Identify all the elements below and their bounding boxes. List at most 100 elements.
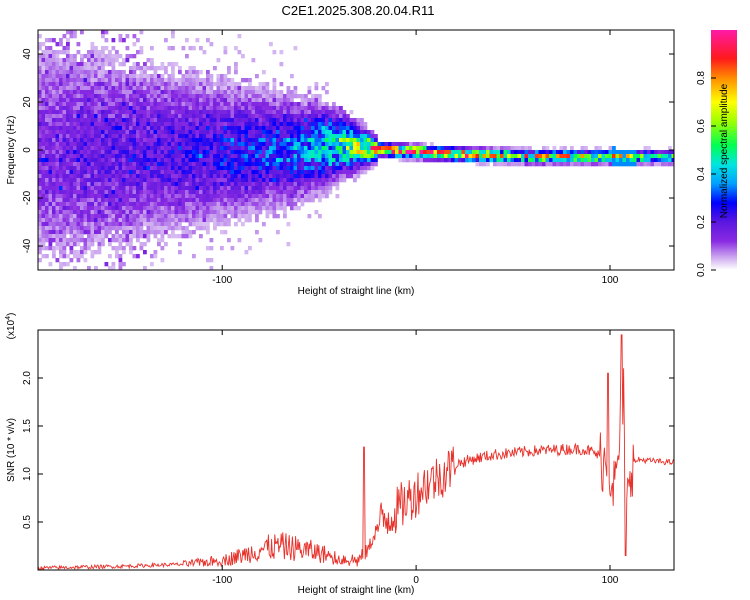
spectrogram-cell bbox=[153, 114, 158, 119]
spectrogram-cell bbox=[62, 74, 67, 79]
spectrogram-cell bbox=[223, 142, 228, 147]
spectrogram-cell bbox=[80, 58, 84, 63]
spectrogram-cell bbox=[153, 154, 158, 159]
spectrogram-cell bbox=[136, 106, 140, 111]
spectrogram-cell bbox=[111, 130, 116, 135]
spectrogram-cell bbox=[188, 90, 193, 95]
spectrogram-cell bbox=[528, 146, 532, 151]
spectrogram-cell bbox=[94, 54, 98, 59]
spectrogram-cell bbox=[174, 106, 179, 111]
spectrogram-cell bbox=[307, 194, 312, 199]
spectrogram-cell bbox=[118, 178, 123, 183]
spectrogram-cell bbox=[290, 158, 294, 163]
spectrogram-cell bbox=[185, 194, 189, 199]
spectrogram-cell bbox=[290, 94, 294, 99]
spectrogram-cell bbox=[73, 242, 77, 247]
spectrogram-cell bbox=[143, 74, 147, 79]
spectrogram-cell bbox=[325, 118, 329, 123]
spectrogram-cell bbox=[244, 90, 249, 95]
spectrogram-cell bbox=[125, 158, 130, 163]
spectrogram-cell bbox=[209, 130, 214, 135]
spectrogram-cell bbox=[80, 218, 84, 223]
spectrogram-cell bbox=[188, 78, 193, 83]
spectrogram-cell bbox=[258, 130, 263, 135]
spectrogram-cell bbox=[615, 162, 620, 167]
spectrogram-cell bbox=[524, 154, 529, 159]
spectrogram-cell bbox=[360, 154, 364, 159]
spectrogram-cell bbox=[244, 202, 249, 207]
spectrogram-cell bbox=[160, 198, 165, 203]
spectrogram-cell bbox=[52, 62, 56, 67]
spectrogram-cell bbox=[248, 114, 252, 119]
spectrogram-cell bbox=[69, 146, 74, 151]
spectrogram-cell bbox=[52, 130, 56, 135]
spectrogram-cell bbox=[479, 162, 483, 167]
spectrogram-cell bbox=[38, 194, 42, 199]
spectrogram-cell bbox=[157, 110, 161, 115]
spectrogram-cell bbox=[111, 154, 116, 159]
spectrogram-cell bbox=[115, 154, 119, 159]
spectrogram-cell bbox=[45, 226, 49, 231]
spectrogram-cell bbox=[213, 98, 217, 103]
spectrogram-cell bbox=[167, 110, 172, 115]
spectrogram-cell bbox=[314, 146, 319, 151]
spectrogram-cell bbox=[577, 162, 581, 167]
spectrogram-cell bbox=[307, 166, 312, 171]
spectrogram-cell bbox=[234, 110, 238, 115]
spectrogram-cell bbox=[328, 130, 333, 135]
spectrogram-cell bbox=[59, 70, 63, 75]
spectrogram-cell bbox=[269, 178, 273, 183]
spectrogram-cell bbox=[545, 154, 550, 159]
spectrogram-cell bbox=[87, 118, 91, 123]
spectrogram-cell bbox=[129, 158, 133, 163]
spectrogram-cell bbox=[136, 98, 140, 103]
spectrogram-cell bbox=[188, 102, 193, 107]
spectrogram-cell bbox=[241, 118, 245, 123]
spectrogram-cell bbox=[111, 226, 116, 231]
spectrogram-cell bbox=[139, 98, 144, 103]
spectrogram-cell bbox=[153, 138, 158, 143]
spectrogram-cell bbox=[143, 222, 147, 227]
spectrogram-cell bbox=[90, 166, 95, 171]
spectrogram-cell bbox=[482, 150, 487, 155]
spectrogram-cell bbox=[66, 118, 70, 123]
spectrogram-cell bbox=[237, 94, 242, 99]
spectrogram-cell bbox=[195, 70, 200, 75]
spectrogram-cell bbox=[48, 222, 53, 227]
colorbar-gradient bbox=[711, 30, 737, 270]
spectrogram-cell bbox=[188, 122, 193, 127]
spectrogram-cell bbox=[62, 94, 67, 99]
spectrogram-cell bbox=[202, 198, 207, 203]
spectrogram-cell bbox=[164, 106, 168, 111]
spectrogram-cell bbox=[146, 198, 151, 203]
spectrogram-cell bbox=[269, 134, 273, 139]
spectrogram-cell bbox=[202, 130, 207, 135]
spectrogram-cell bbox=[62, 162, 67, 167]
spectrogram-cell bbox=[251, 166, 256, 171]
spectrogram-cell bbox=[157, 74, 161, 79]
spectrogram-cell bbox=[346, 154, 350, 159]
spectrogram-cell bbox=[241, 186, 245, 191]
spectrogram-cell bbox=[650, 150, 655, 155]
spectrogram-cell bbox=[52, 50, 56, 55]
spectrogram-cell bbox=[139, 30, 144, 35]
spectrogram-cell bbox=[111, 150, 116, 155]
spectrogram-cell bbox=[104, 162, 109, 167]
spectrogram-cell bbox=[80, 162, 84, 167]
spectrogram-cell bbox=[76, 154, 81, 159]
spectrogram-cell bbox=[402, 146, 406, 151]
spectrogram-cell bbox=[188, 134, 193, 139]
spectrogram-cell bbox=[230, 166, 235, 171]
spectrogram-cell bbox=[129, 198, 133, 203]
spectrogram-cell bbox=[111, 134, 116, 139]
spectrogram-cell bbox=[279, 62, 284, 67]
spectrogram-cell bbox=[346, 158, 350, 163]
spectrogram-cell bbox=[115, 170, 119, 175]
spectrogram-cell bbox=[80, 122, 84, 127]
spectrogram-cell bbox=[570, 150, 574, 155]
spectrogram-cell bbox=[335, 122, 340, 127]
spectrogram-cell bbox=[325, 146, 329, 151]
spectrogram-cell bbox=[293, 206, 298, 211]
spectrogram-cell bbox=[314, 142, 319, 147]
spectrogram-cell bbox=[223, 198, 228, 203]
